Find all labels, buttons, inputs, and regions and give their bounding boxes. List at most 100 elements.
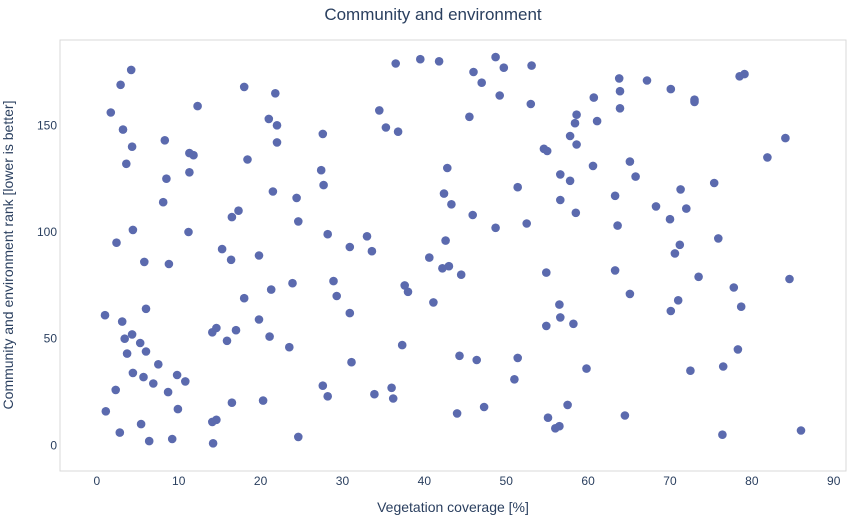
data-point (127, 142, 137, 151)
data-point (115, 428, 125, 437)
data-point (690, 97, 699, 107)
data-point (556, 195, 565, 205)
data-point (231, 325, 241, 335)
data-point (234, 206, 243, 215)
data-point (316, 165, 326, 175)
data-point (239, 293, 249, 303)
data-point (319, 180, 328, 190)
y-tick-label: 0 (50, 438, 57, 452)
data-point (785, 274, 794, 284)
data-point (625, 157, 635, 166)
data-point (329, 276, 338, 286)
data-point (666, 306, 676, 316)
data-point (141, 304, 151, 314)
data-point (499, 63, 509, 72)
data-point (555, 300, 564, 309)
data-point (116, 80, 125, 90)
data-point (510, 375, 519, 384)
data-point (733, 345, 743, 354)
chart-title: Community and environment (324, 5, 542, 24)
data-point (332, 291, 342, 301)
data-point (120, 334, 129, 344)
data-point (106, 108, 116, 117)
data-point (686, 366, 695, 376)
data-point (718, 362, 728, 371)
data-point (642, 76, 652, 85)
data-point (139, 372, 148, 382)
data-point (589, 93, 599, 102)
data-point (400, 281, 410, 290)
data-point (477, 78, 487, 87)
data-point (208, 417, 217, 427)
data-point (294, 432, 303, 442)
x-axis-ticks: 0 10 20 30 40 50 60 70 80 90 (94, 474, 841, 488)
data-point (714, 234, 723, 243)
data-point (254, 251, 264, 260)
y-tick-label: 100 (37, 225, 57, 239)
data-point (141, 347, 151, 356)
data-point (118, 125, 128, 134)
data-point (149, 379, 158, 388)
x-tick-label: 0 (94, 474, 101, 488)
data-point (184, 227, 193, 237)
data-point (491, 223, 500, 233)
data-point (144, 436, 154, 446)
data-point (522, 219, 531, 228)
data-point (526, 99, 536, 109)
data-point (323, 229, 333, 239)
data-point (438, 264, 447, 273)
data-point (347, 357, 356, 367)
data-point (444, 261, 454, 271)
data-point (122, 159, 131, 169)
data-point (135, 338, 145, 348)
data-point (391, 59, 401, 68)
y-tick-label: 150 (37, 118, 57, 132)
data-point (388, 394, 398, 403)
data-point (397, 340, 407, 350)
x-tick-label: 20 (254, 474, 268, 488)
data-point (651, 202, 661, 211)
data-point (666, 84, 676, 94)
data-point (172, 370, 182, 380)
data-point (117, 317, 127, 326)
data-point (469, 67, 478, 77)
data-point (416, 54, 425, 64)
x-tick-label: 80 (745, 474, 759, 488)
data-point (268, 187, 278, 196)
x-tick-label: 60 (581, 474, 595, 488)
data-point (154, 360, 163, 369)
data-point (456, 270, 466, 280)
data-point (167, 434, 177, 444)
data-point (439, 189, 449, 198)
data-point (101, 407, 111, 416)
data-point (542, 321, 551, 331)
data-point (264, 114, 274, 124)
data-point (443, 163, 452, 173)
data-point (126, 65, 136, 75)
data-point (375, 106, 384, 115)
data-point (781, 133, 790, 143)
data-point (495, 91, 505, 100)
data-point (362, 232, 372, 241)
data-point (572, 140, 581, 149)
data-point (258, 396, 268, 405)
data-point (582, 364, 591, 373)
data-point (615, 86, 625, 96)
data-point (217, 244, 227, 254)
data-point (345, 242, 355, 252)
data-point (345, 308, 355, 318)
data-point (370, 389, 379, 399)
data-point (570, 118, 580, 128)
data-point (162, 174, 171, 183)
data-point (694, 272, 703, 282)
y-axis-label: Community and environment rank [lower is… (0, 101, 16, 410)
data-point (387, 383, 396, 393)
data-point (610, 266, 620, 275)
data-point (136, 419, 146, 429)
data-point (542, 146, 552, 156)
data-point (556, 170, 565, 179)
data-point (682, 204, 691, 213)
data-point (318, 381, 328, 391)
x-axis-label: Vegetation coverage [%] (377, 499, 529, 515)
